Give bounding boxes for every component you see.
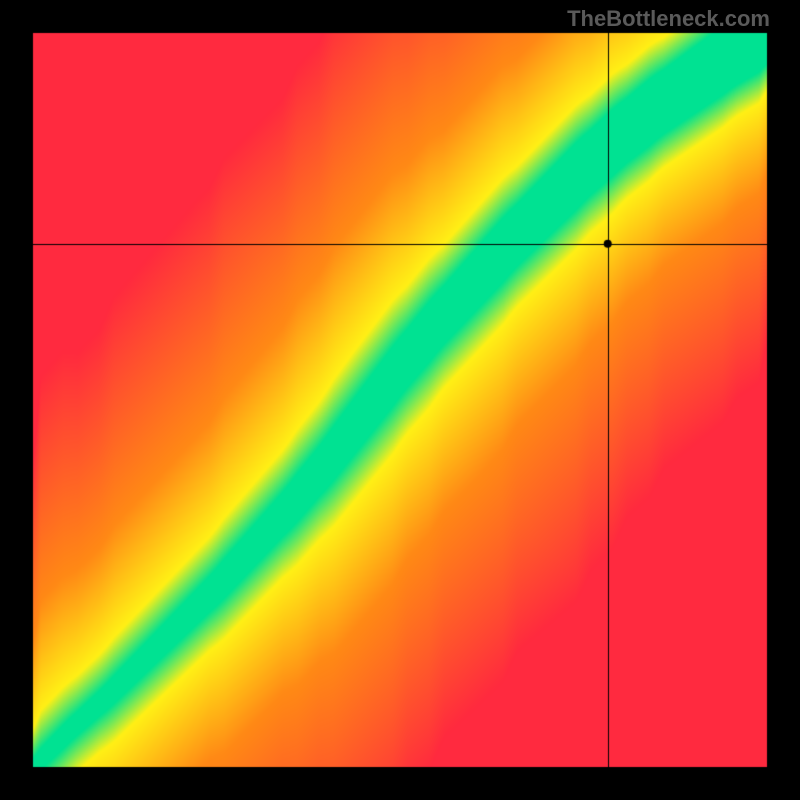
bottleneck-heatmap: [0, 0, 800, 800]
watermark-label: TheBottleneck.com: [567, 6, 770, 32]
